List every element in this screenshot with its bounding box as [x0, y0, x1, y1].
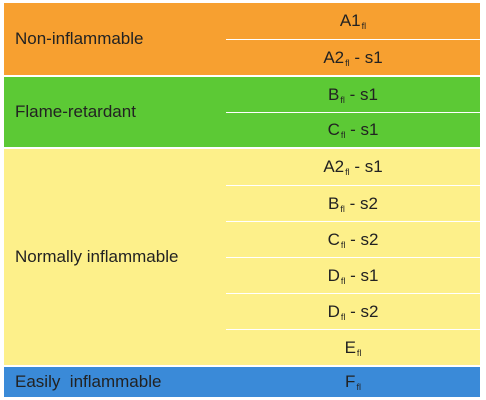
class-subscript: fl	[340, 203, 345, 214]
class-suffix: - s1	[345, 265, 379, 285]
class-main: D	[327, 265, 340, 285]
group-non-inflammable: Non-inflammable A1 fl A2 fl - s1	[4, 3, 480, 75]
group-label: Easily inflammable	[15, 372, 162, 391]
class-cell: A2 fl - s1	[226, 39, 480, 75]
class-subscript: fl	[361, 21, 367, 31]
class-suffix: - s1	[344, 84, 378, 104]
class-subscript: fl	[340, 275, 346, 286]
class-suffix: - s1	[349, 157, 383, 176]
class-main: B	[328, 84, 340, 104]
group-divider	[4, 147, 480, 149]
class-main: A1	[339, 11, 361, 30]
fire-classification-table: Non-inflammable A1 fl A2 fl - s1 Flame-ret…	[3, 2, 481, 398]
class-subscript: fl	[345, 57, 350, 68]
group-label: Non-inflammable	[15, 29, 144, 48]
class-suffix: - s1	[345, 120, 379, 139]
class-cell: A2 fl - s1	[226, 149, 480, 185]
class-main: E	[344, 337, 356, 357]
class-subscript: fl	[340, 94, 345, 105]
class-main: B	[328, 193, 340, 213]
class-subscript: fl	[340, 239, 346, 250]
class-suffix: - s2	[345, 229, 379, 249]
class-subscript: fl	[356, 382, 361, 392]
class-subscript: fl	[340, 130, 346, 140]
class-main: F	[345, 372, 356, 391]
group-divider	[4, 365, 480, 367]
class-main: A2	[323, 47, 345, 67]
class-suffix: - s2	[345, 301, 379, 321]
class-main: C	[327, 229, 340, 249]
class-suffix: - s2	[344, 193, 378, 213]
group-divider	[4, 75, 480, 77]
class-main: D	[327, 301, 340, 321]
class-main: A2	[323, 157, 345, 176]
class-main: C	[327, 120, 340, 139]
group-label: Normally inflammable	[15, 247, 179, 266]
group-label: Flame-retardant	[15, 102, 136, 121]
class-subscript: fl	[340, 311, 346, 322]
class-subscript: fl	[356, 347, 362, 358]
class-cell: A1 fl	[226, 3, 480, 39]
class-suffix: - s1	[349, 47, 383, 67]
class-subscript: fl	[345, 167, 350, 177]
